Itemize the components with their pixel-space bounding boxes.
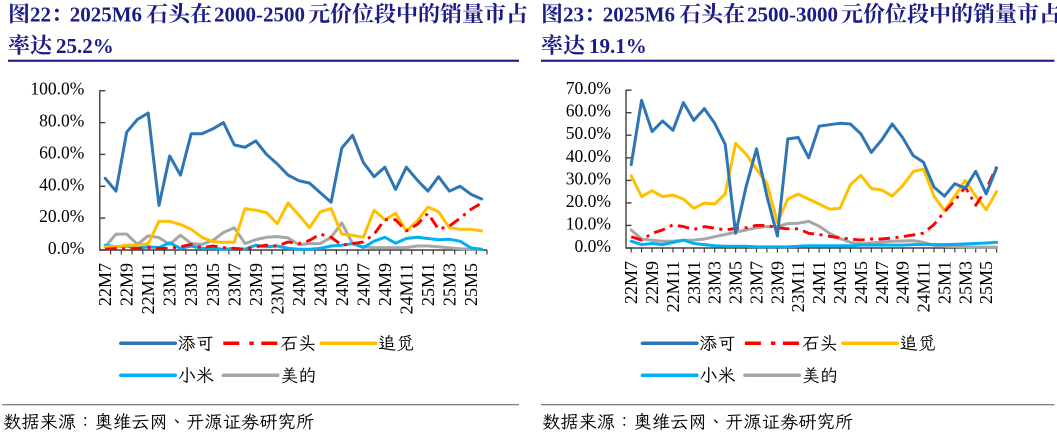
svg-text:25M5: 25M5 xyxy=(461,263,481,306)
svg-text:22M11: 22M11 xyxy=(663,261,683,312)
svg-text:2025M6: 2025M6 xyxy=(603,3,675,27)
svg-text:20.0%: 20.0% xyxy=(39,206,84,226)
svg-text:24M11: 24M11 xyxy=(914,261,934,312)
svg-text:22M9: 22M9 xyxy=(642,261,662,304)
svg-text:2025M6: 2025M6 xyxy=(70,3,142,27)
svg-text:25M1: 25M1 xyxy=(418,263,438,306)
svg-text:25M5: 25M5 xyxy=(976,261,996,304)
svg-text:23M3: 23M3 xyxy=(705,261,725,304)
svg-text:24M9: 24M9 xyxy=(893,261,913,304)
svg-text:23M5: 23M5 xyxy=(726,261,746,304)
svg-text:24M3: 24M3 xyxy=(830,261,850,304)
svg-text:23M1: 23M1 xyxy=(160,263,180,306)
svg-text:22M11: 22M11 xyxy=(138,263,158,314)
svg-text:22M7: 22M7 xyxy=(621,261,641,304)
svg-text:23M9: 23M9 xyxy=(767,261,787,304)
svg-text:0.0%: 0.0% xyxy=(48,238,84,258)
svg-text:23M7: 23M7 xyxy=(747,261,767,304)
svg-text:19.1%: 19.1% xyxy=(589,34,647,58)
svg-text:24M9: 24M9 xyxy=(375,263,395,306)
svg-text:23M1: 23M1 xyxy=(684,261,704,304)
svg-text:23M11: 23M11 xyxy=(788,261,808,312)
svg-text:23M3: 23M3 xyxy=(181,263,201,306)
svg-text:22M7: 22M7 xyxy=(95,263,115,306)
svg-text:40.0%: 40.0% xyxy=(566,146,611,166)
svg-text:30.0%: 30.0% xyxy=(566,168,611,188)
svg-text:24M1: 24M1 xyxy=(289,263,309,306)
svg-text:22M9: 22M9 xyxy=(117,263,137,306)
svg-text:24M11: 24M11 xyxy=(396,263,416,314)
svg-text:23M7: 23M7 xyxy=(224,263,244,306)
svg-text:25M3: 25M3 xyxy=(955,261,975,304)
svg-text:40.0%: 40.0% xyxy=(39,174,84,194)
svg-text:24M7: 24M7 xyxy=(872,261,892,304)
svg-text:24M1: 24M1 xyxy=(809,261,829,304)
svg-text:25.2%: 25.2% xyxy=(56,34,114,58)
svg-text:0.0%: 0.0% xyxy=(575,236,611,256)
svg-text:2000-2500: 2000-2500 xyxy=(214,3,305,27)
svg-text:10.0%: 10.0% xyxy=(566,213,611,233)
svg-text:24M5: 24M5 xyxy=(851,261,871,304)
svg-text:50.0%: 50.0% xyxy=(566,123,611,143)
svg-text:100.0%: 100.0% xyxy=(30,79,84,99)
svg-text:25M1: 25M1 xyxy=(934,261,954,304)
svg-text:25M3: 25M3 xyxy=(439,263,459,306)
svg-text:80.0%: 80.0% xyxy=(39,111,84,131)
svg-text:23: 23 xyxy=(563,3,584,27)
svg-text:24M5: 24M5 xyxy=(332,263,352,306)
svg-text:23M5: 23M5 xyxy=(203,263,223,306)
svg-text:22: 22 xyxy=(30,3,51,27)
svg-text:60.0%: 60.0% xyxy=(566,101,611,121)
svg-text:23M9: 23M9 xyxy=(246,263,266,306)
svg-text:70.0%: 70.0% xyxy=(566,78,611,98)
svg-text:2500-3000: 2500-3000 xyxy=(747,3,838,27)
svg-text:23M11: 23M11 xyxy=(267,263,287,314)
svg-text:24M7: 24M7 xyxy=(353,263,373,306)
svg-text:20.0%: 20.0% xyxy=(566,191,611,211)
svg-text:60.0%: 60.0% xyxy=(39,142,84,162)
svg-text:24M3: 24M3 xyxy=(310,263,330,306)
